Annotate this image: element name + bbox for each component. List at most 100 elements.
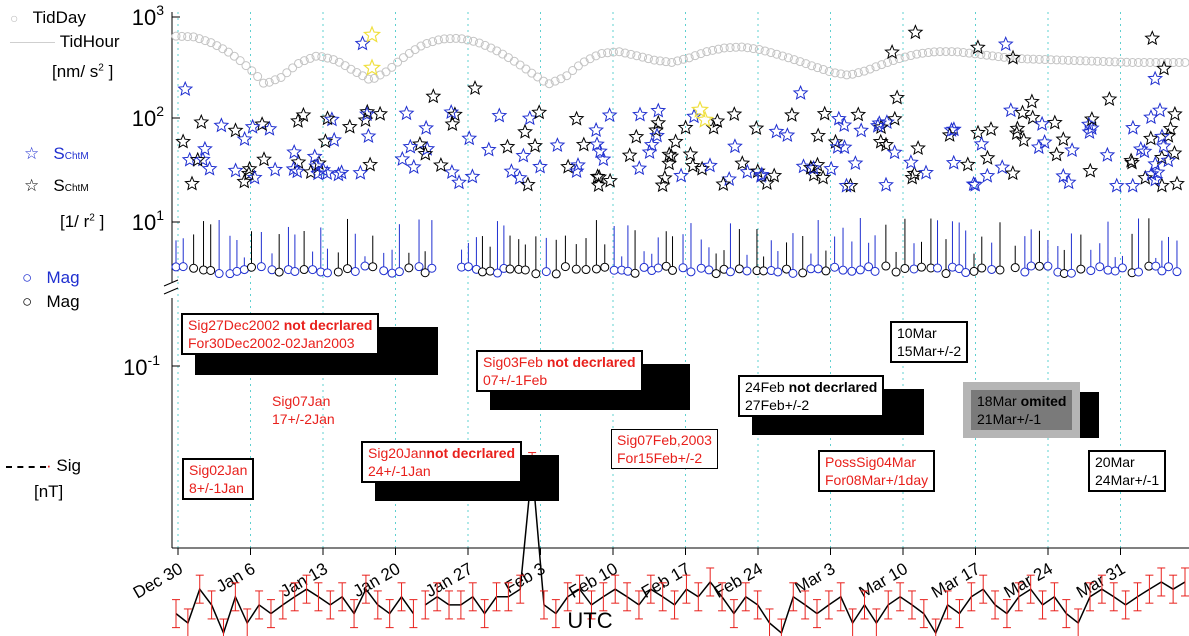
mag-point (560, 262, 570, 272)
schtm-star (970, 124, 986, 140)
schtm-star (1162, 120, 1179, 136)
schtm-star (1002, 102, 1019, 118)
schtm-star (491, 107, 508, 123)
tidday-point (1087, 56, 1097, 66)
mag-point (505, 264, 515, 274)
tidday-point (859, 66, 869, 76)
tidday-point (836, 69, 846, 79)
schtm-star (194, 151, 211, 167)
tidday-point (422, 38, 432, 48)
mag-point (360, 261, 370, 271)
tidday-point (667, 57, 677, 67)
mag-point (387, 268, 397, 278)
schtm-stars (175, 24, 1185, 193)
tidday-point (194, 34, 204, 44)
mag-point (995, 265, 1005, 275)
tidday-point (258, 78, 268, 88)
mag-point (274, 267, 284, 277)
schtm-star (589, 168, 606, 184)
tidday-point (795, 57, 805, 67)
circle-icon: ○ (22, 268, 33, 287)
schtm-star (311, 155, 327, 171)
tidday-point (1052, 55, 1062, 65)
mag-point (734, 264, 744, 274)
schtm-star (1147, 70, 1164, 86)
schtm-star (727, 138, 743, 154)
sig-series (172, 452, 1189, 636)
schtm-star (850, 106, 867, 122)
tidday-point (632, 51, 642, 61)
mag-point (900, 263, 910, 273)
schtm-star (461, 130, 478, 146)
schtm-star (177, 80, 194, 96)
schtm-star (568, 163, 585, 178)
schtm-star (910, 139, 926, 156)
tidday-point (608, 47, 618, 57)
schtm-star (308, 158, 325, 173)
tidday-point (235, 56, 245, 66)
mag-point (581, 265, 591, 275)
tidday-point (673, 56, 683, 66)
tidday-point (1104, 57, 1114, 67)
legend-tidday: ○ TidDay (10, 8, 86, 27)
schtm-star (333, 164, 350, 180)
schtm-star (836, 116, 853, 132)
schtm-star (443, 104, 460, 119)
schtm-star (341, 118, 358, 134)
tidday-point (638, 52, 648, 62)
schtm-star (805, 159, 822, 175)
tidday-point (1046, 55, 1056, 65)
tidday-point (480, 40, 490, 50)
tidday-point (1151, 57, 1161, 67)
mag-point (788, 268, 798, 278)
schtm-star (682, 145, 699, 162)
mag-point (368, 262, 378, 272)
schtm-star (748, 119, 765, 136)
annotation-24feb: 24Feb not decrlared 27Feb+/-2 (738, 375, 924, 435)
tidday-point (188, 32, 198, 42)
mag-point (742, 266, 752, 276)
schtm-star (1124, 177, 1141, 193)
tidday-point (568, 66, 578, 76)
tidday-point (404, 48, 414, 58)
circle-icon: ○ (22, 292, 33, 311)
mag-point (987, 264, 997, 274)
mag-point (290, 266, 300, 276)
mag-point (591, 264, 601, 274)
tidday-point (579, 57, 589, 67)
schtm-star (295, 106, 312, 122)
tidday-point (206, 38, 216, 48)
schtm-star (1046, 114, 1063, 130)
schtm-star-highlight (362, 58, 382, 76)
schtm-star (918, 164, 934, 180)
tidday-point (171, 31, 181, 41)
tidday-point (428, 37, 438, 47)
schtm-star (568, 110, 585, 126)
tidday-point (556, 74, 566, 84)
tidday-point (544, 79, 554, 89)
tidday-point (719, 43, 729, 53)
mag-point (308, 265, 318, 275)
mag-point (821, 266, 831, 276)
tidday-point (865, 64, 875, 74)
mag-point (1076, 264, 1086, 274)
tidday-point (1075, 56, 1085, 66)
schtm-star (246, 169, 263, 185)
mag-point (630, 268, 640, 278)
schtm-star (1143, 165, 1160, 181)
tidday-point (906, 51, 916, 61)
schtm-star (352, 164, 369, 180)
schtm-star (969, 39, 986, 55)
mag-point (1043, 261, 1053, 271)
schtm-star (306, 148, 323, 164)
schtm-star (734, 155, 751, 171)
schtm-star (1154, 177, 1170, 193)
mag-point (1117, 263, 1127, 273)
tidday-point (533, 72, 543, 82)
tidday-units: [nm/ s2 ] (52, 62, 114, 81)
tidday-point (1174, 57, 1184, 67)
schtm-star (326, 131, 343, 147)
tidday-point (562, 71, 572, 81)
schtm-star (189, 151, 206, 167)
annotation-sig07jan: Sig07Jan 17+/-2Jan (272, 393, 335, 427)
